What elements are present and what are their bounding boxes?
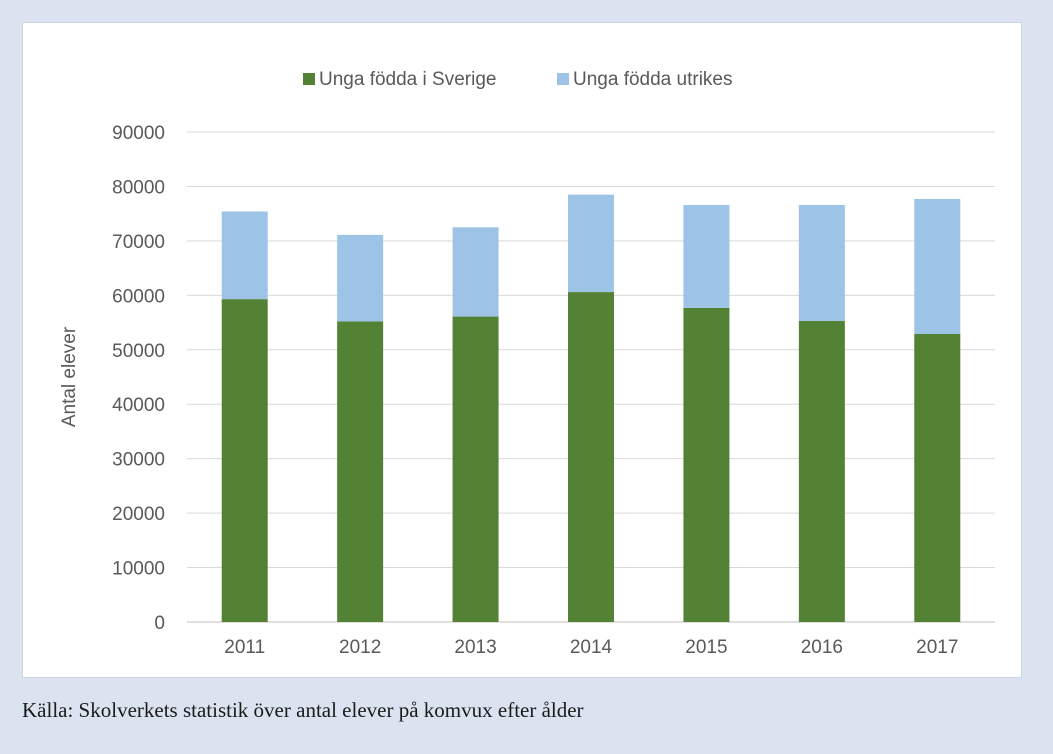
bar-segment-sverige bbox=[568, 292, 614, 622]
bar-segment-utrikes bbox=[452, 227, 499, 317]
legend-label-utrikes: Unga födda utrikes bbox=[573, 69, 733, 90]
x-tick-label: 2014 bbox=[570, 637, 613, 658]
legend-label-sverige: Unga födda i Sverige bbox=[319, 69, 496, 90]
bar-segment-utrikes bbox=[683, 204, 730, 308]
bar-segment-sverige bbox=[337, 321, 384, 622]
y-tick-label: 10000 bbox=[112, 559, 165, 580]
x-tick-label: 2013 bbox=[454, 637, 496, 658]
y-axis-label: Antal elever bbox=[59, 326, 80, 427]
chart-panel: Unga födda i Sverige Unga födda utrikes 0… bbox=[22, 22, 1022, 678]
bar-segment-utrikes bbox=[221, 211, 268, 300]
y-tick-label: 30000 bbox=[112, 450, 165, 471]
bar-segment-sverige bbox=[798, 320, 845, 622]
bar-segment-utrikes bbox=[337, 234, 384, 322]
bar-segment-sverige bbox=[452, 316, 499, 622]
legend-swatch-sverige bbox=[303, 73, 315, 85]
bar-segment-utrikes bbox=[798, 204, 845, 321]
y-tick-label: 0 bbox=[154, 613, 165, 634]
y-tick-label: 90000 bbox=[112, 123, 165, 144]
bar-segment-utrikes bbox=[568, 194, 614, 293]
y-tick-label: 40000 bbox=[112, 395, 165, 416]
legend-swatch-utrikes bbox=[557, 73, 569, 85]
y-tick-label: 60000 bbox=[112, 286, 165, 307]
y-axis-tick-labels: 0 10000 20000 30000 40000 50000 60000 70000 8000… bbox=[112, 123, 165, 634]
bar-segment-utrikes bbox=[914, 198, 961, 334]
legend: Unga födda i Sverige Unga födda utrikes bbox=[303, 69, 733, 90]
x-tick-label: 2011 bbox=[224, 637, 265, 658]
y-tick-label: 80000 bbox=[112, 177, 165, 198]
x-tick-label: 2012 bbox=[339, 637, 381, 658]
y-tick-label: 70000 bbox=[112, 232, 165, 253]
y-tick-label: 50000 bbox=[112, 341, 165, 362]
x-tick-label: 2017 bbox=[916, 637, 958, 658]
bar-segment-sverige bbox=[914, 333, 961, 622]
bars bbox=[221, 194, 961, 622]
bar-segment-sverige bbox=[683, 307, 730, 622]
x-axis-tick-labels: 2011 2012 2013 2014 2015 2016 2017 bbox=[224, 637, 958, 658]
bar-segment-sverige bbox=[221, 299, 268, 622]
x-tick-label: 2016 bbox=[801, 637, 843, 658]
source-note: Källa: Skolverkets statistik över antal … bbox=[22, 698, 584, 722]
y-tick-label: 20000 bbox=[112, 504, 165, 525]
stacked-bar-chart: Unga födda i Sverige Unga födda utrikes 0… bbox=[59, 69, 995, 658]
x-tick-label: 2015 bbox=[685, 637, 727, 658]
